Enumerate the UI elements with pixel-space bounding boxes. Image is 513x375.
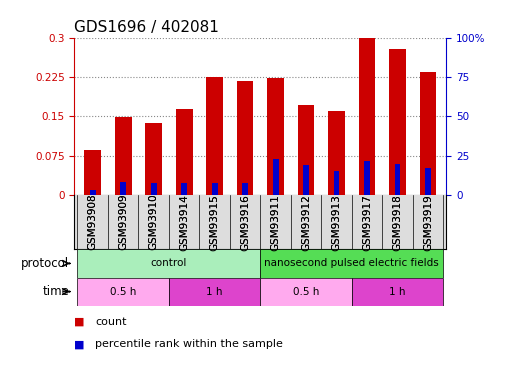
Text: GSM93916: GSM93916 xyxy=(240,194,250,250)
Text: GSM93915: GSM93915 xyxy=(210,194,220,250)
Text: ■: ■ xyxy=(74,317,85,327)
Bar xyxy=(303,165,309,195)
Text: percentile rank within the sample: percentile rank within the sample xyxy=(95,339,283,350)
Text: GSM93919: GSM93919 xyxy=(423,194,433,250)
Bar xyxy=(352,278,443,306)
Bar xyxy=(206,77,223,195)
Text: protocol: protocol xyxy=(21,257,69,270)
Bar xyxy=(261,278,352,306)
Text: GSM93910: GSM93910 xyxy=(149,194,159,250)
Bar xyxy=(90,190,95,195)
Text: 0.5 h: 0.5 h xyxy=(293,286,319,297)
Bar xyxy=(151,183,156,195)
Text: GSM93912: GSM93912 xyxy=(301,194,311,250)
Text: count: count xyxy=(95,317,126,327)
Text: GSM93908: GSM93908 xyxy=(88,194,97,250)
Text: GSM93913: GSM93913 xyxy=(331,194,342,250)
Bar xyxy=(120,182,126,195)
Text: 1 h: 1 h xyxy=(389,286,406,297)
Text: time: time xyxy=(43,285,69,298)
Text: GSM93909: GSM93909 xyxy=(118,194,128,250)
Text: GSM93910: GSM93910 xyxy=(149,194,159,250)
Bar xyxy=(389,49,406,195)
Text: GSM93911: GSM93911 xyxy=(270,194,281,250)
Bar xyxy=(115,117,131,195)
Text: nanosecond pulsed electric fields: nanosecond pulsed electric fields xyxy=(264,258,439,268)
Text: GSM93912: GSM93912 xyxy=(301,194,311,250)
Bar xyxy=(84,150,101,195)
Text: GSM93908: GSM93908 xyxy=(88,194,97,250)
Bar xyxy=(181,183,187,195)
Bar xyxy=(425,168,431,195)
Text: GSM93918: GSM93918 xyxy=(392,194,403,250)
Text: GSM93917: GSM93917 xyxy=(362,194,372,250)
Bar xyxy=(145,123,162,195)
Bar xyxy=(77,249,261,278)
Text: 0.5 h: 0.5 h xyxy=(110,286,136,297)
Bar xyxy=(236,81,253,195)
Bar xyxy=(212,183,218,195)
Text: GSM93914: GSM93914 xyxy=(179,194,189,250)
Bar xyxy=(77,278,169,306)
Text: GDS1696 / 402081: GDS1696 / 402081 xyxy=(74,20,219,35)
Text: 1 h: 1 h xyxy=(206,286,223,297)
Bar xyxy=(261,249,443,278)
Bar xyxy=(394,164,401,195)
Text: GSM93911: GSM93911 xyxy=(270,194,281,250)
Bar xyxy=(328,111,345,195)
Bar xyxy=(364,161,370,195)
Text: GSM93915: GSM93915 xyxy=(210,194,220,250)
Bar xyxy=(176,110,192,195)
Bar xyxy=(420,72,437,195)
Text: GSM93909: GSM93909 xyxy=(118,194,128,250)
Bar xyxy=(333,171,340,195)
Text: GSM93918: GSM93918 xyxy=(392,194,403,250)
Text: GSM93914: GSM93914 xyxy=(179,194,189,250)
Text: GSM93913: GSM93913 xyxy=(331,194,342,250)
Bar xyxy=(242,183,248,195)
Bar xyxy=(359,38,376,195)
Bar xyxy=(169,278,261,306)
Bar xyxy=(267,78,284,195)
Text: control: control xyxy=(151,258,187,268)
Text: ■: ■ xyxy=(74,339,85,350)
Bar xyxy=(272,159,279,195)
Text: GSM93917: GSM93917 xyxy=(362,194,372,250)
Text: GSM93919: GSM93919 xyxy=(423,194,433,250)
Bar xyxy=(298,105,314,195)
Text: GSM93916: GSM93916 xyxy=(240,194,250,250)
